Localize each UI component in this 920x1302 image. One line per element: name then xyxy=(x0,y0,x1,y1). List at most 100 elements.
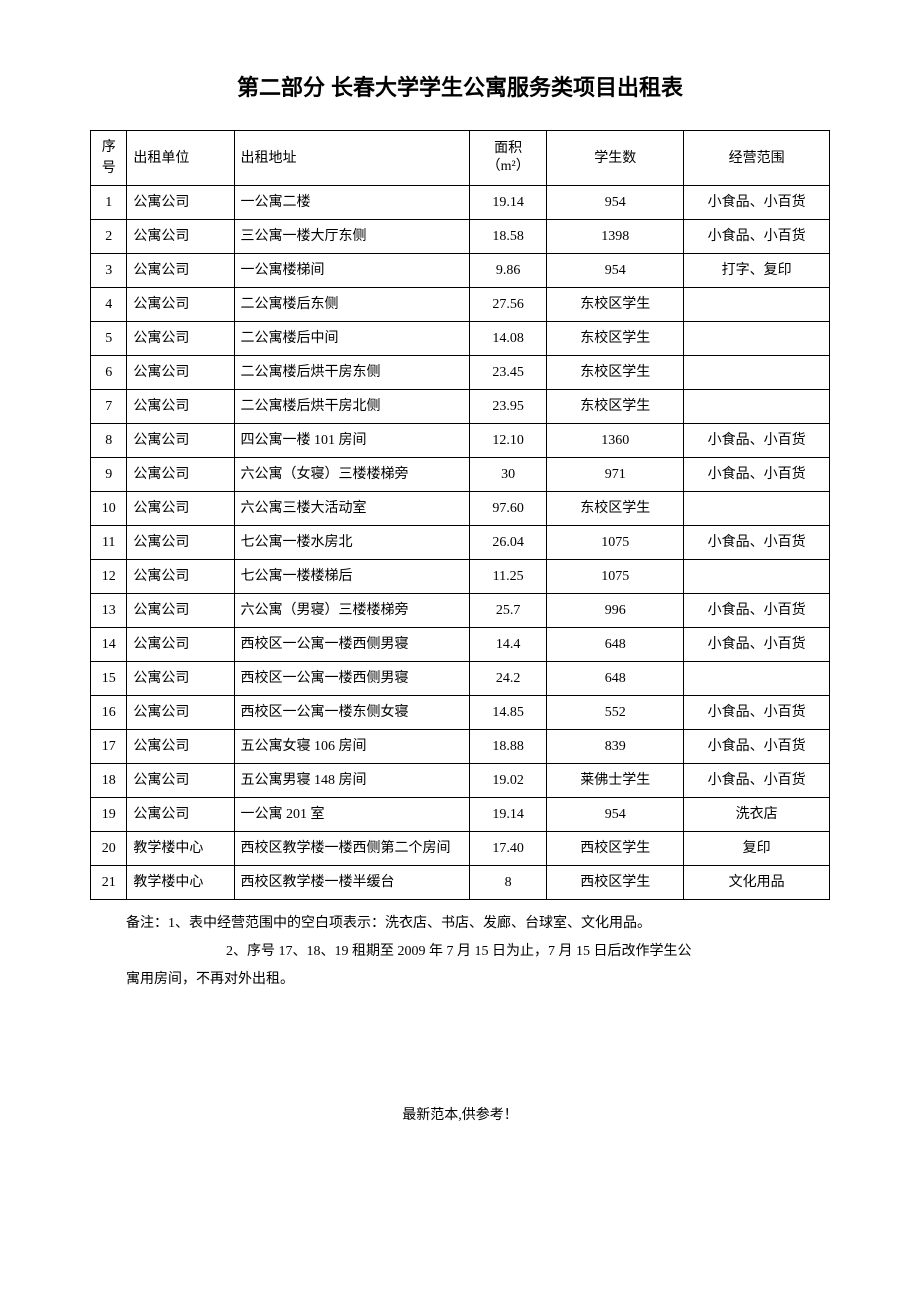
cell-seq: 5 xyxy=(91,322,127,356)
cell-area: 24.2 xyxy=(470,662,547,696)
cell-students: 东校区学生 xyxy=(547,288,684,322)
cell-scope: 小食品、小百货 xyxy=(684,458,830,492)
cell-unit: 公寓公司 xyxy=(127,220,234,254)
cell-unit: 公寓公司 xyxy=(127,560,234,594)
cell-addr: 二公寓楼后东侧 xyxy=(234,288,470,322)
cell-addr: 七公寓一楼水房北 xyxy=(234,526,470,560)
cell-students: 1360 xyxy=(547,424,684,458)
cell-students: 954 xyxy=(547,186,684,220)
cell-scope: 小食品、小百货 xyxy=(684,730,830,764)
cell-unit: 公寓公司 xyxy=(127,696,234,730)
cell-addr: 西校区一公寓一楼西侧男寝 xyxy=(234,628,470,662)
cell-seq: 1 xyxy=(91,186,127,220)
cell-seq: 11 xyxy=(91,526,127,560)
cell-unit: 公寓公司 xyxy=(127,764,234,798)
cell-scope xyxy=(684,662,830,696)
cell-addr: 七公寓一楼楼梯后 xyxy=(234,560,470,594)
cell-area: 27.56 xyxy=(470,288,547,322)
table-row: 4公寓公司二公寓楼后东侧27.56东校区学生 xyxy=(91,288,830,322)
cell-students: 东校区学生 xyxy=(547,356,684,390)
notes-block: 备注：1、表中经营范围中的空白项表示：洗衣店、书店、发廊、台球室、文化用品。 2… xyxy=(90,910,830,994)
table-row: 16公寓公司西校区一公寓一楼东侧女寝14.85552小食品、小百货 xyxy=(91,696,830,730)
cell-area: 19.14 xyxy=(470,186,547,220)
table-row: 18公寓公司五公寓男寝 148 房间19.02莱佛士学生小食品、小百货 xyxy=(91,764,830,798)
note-line-2b: 寓用房间，不再对外出租。 xyxy=(126,966,830,994)
cell-scope xyxy=(684,492,830,526)
note-line-2a: 2、序号 17、18、19 租期至 2009 年 7 月 15 日为止，7 月 … xyxy=(126,938,830,966)
cell-seq: 15 xyxy=(91,662,127,696)
area-header-line2: （m²） xyxy=(474,158,542,176)
cell-area: 14.4 xyxy=(470,628,547,662)
cell-unit: 公寓公司 xyxy=(127,254,234,288)
table-row: 19公寓公司一公寓 201 室19.14954洗衣店 xyxy=(91,798,830,832)
cell-unit: 公寓公司 xyxy=(127,492,234,526)
footer-text: 最新范本,供参考！ xyxy=(90,1104,830,1124)
cell-addr: 西校区教学楼一楼西侧第二个房间 xyxy=(234,832,470,866)
table-row: 8公寓公司四公寓一楼 101 房间12.101360小食品、小百货 xyxy=(91,424,830,458)
cell-students: 648 xyxy=(547,662,684,696)
cell-unit: 公寓公司 xyxy=(127,458,234,492)
col-unit-header: 出租单位 xyxy=(127,131,234,186)
page-title: 第二部分 长春大学学生公寓服务类项目出租表 xyxy=(90,70,830,102)
cell-scope: 小食品、小百货 xyxy=(684,628,830,662)
cell-unit: 教学楼中心 xyxy=(127,832,234,866)
col-addr-header: 出租地址 xyxy=(234,131,470,186)
cell-students: 西校区学生 xyxy=(547,832,684,866)
cell-area: 12.10 xyxy=(470,424,547,458)
cell-addr: 二公寓楼后中间 xyxy=(234,322,470,356)
table-row: 7公寓公司二公寓楼后烘干房北侧23.95东校区学生 xyxy=(91,390,830,424)
cell-seq: 2 xyxy=(91,220,127,254)
cell-scope: 小食品、小百货 xyxy=(684,696,830,730)
area-header-line1: 面积 xyxy=(474,140,542,158)
cell-students: 552 xyxy=(547,696,684,730)
cell-addr: 二公寓楼后烘干房北侧 xyxy=(234,390,470,424)
cell-students: 996 xyxy=(547,594,684,628)
cell-scope: 文化用品 xyxy=(684,866,830,900)
table-row: 5公寓公司二公寓楼后中间14.08东校区学生 xyxy=(91,322,830,356)
cell-area: 23.95 xyxy=(470,390,547,424)
cell-unit: 公寓公司 xyxy=(127,594,234,628)
cell-addr: 五公寓女寝 106 房间 xyxy=(234,730,470,764)
cell-addr: 一公寓二楼 xyxy=(234,186,470,220)
table-header-row: 序号 出租单位 出租地址 面积 （m²） 学生数 经营范围 xyxy=(91,131,830,186)
cell-scope xyxy=(684,560,830,594)
table-row: 10公寓公司六公寓三楼大活动室97.60东校区学生 xyxy=(91,492,830,526)
cell-students: 东校区学生 xyxy=(547,322,684,356)
cell-seq: 10 xyxy=(91,492,127,526)
cell-area: 14.85 xyxy=(470,696,547,730)
cell-scope xyxy=(684,288,830,322)
cell-unit: 公寓公司 xyxy=(127,186,234,220)
cell-scope: 小食品、小百货 xyxy=(684,526,830,560)
cell-seq: 18 xyxy=(91,764,127,798)
cell-addr: 二公寓楼后烘干房东侧 xyxy=(234,356,470,390)
cell-unit: 公寓公司 xyxy=(127,322,234,356)
table-row: 11公寓公司七公寓一楼水房北26.041075小食品、小百货 xyxy=(91,526,830,560)
cell-students: 1075 xyxy=(547,560,684,594)
cell-seq: 12 xyxy=(91,560,127,594)
cell-seq: 14 xyxy=(91,628,127,662)
cell-students: 1398 xyxy=(547,220,684,254)
cell-area: 14.08 xyxy=(470,322,547,356)
cell-seq: 7 xyxy=(91,390,127,424)
cell-scope: 复印 xyxy=(684,832,830,866)
cell-students: 839 xyxy=(547,730,684,764)
cell-area: 9.86 xyxy=(470,254,547,288)
table-row: 13公寓公司六公寓（男寝）三楼楼梯旁25.7996小食品、小百货 xyxy=(91,594,830,628)
cell-seq: 16 xyxy=(91,696,127,730)
col-scope-header: 经营范围 xyxy=(684,131,830,186)
table-row: 15公寓公司西校区一公寓一楼西侧男寝24.2648 xyxy=(91,662,830,696)
note-line-1: 备注：1、表中经营范围中的空白项表示：洗衣店、书店、发廊、台球室、文化用品。 xyxy=(126,910,830,938)
cell-seq: 9 xyxy=(91,458,127,492)
table-row: 2公寓公司三公寓一楼大厅东侧18.581398小食品、小百货 xyxy=(91,220,830,254)
cell-scope: 洗衣店 xyxy=(684,798,830,832)
cell-area: 17.40 xyxy=(470,832,547,866)
col-seq-header: 序号 xyxy=(91,131,127,186)
cell-unit: 公寓公司 xyxy=(127,798,234,832)
cell-scope: 小食品、小百货 xyxy=(684,594,830,628)
cell-scope xyxy=(684,322,830,356)
cell-unit: 公寓公司 xyxy=(127,424,234,458)
table-row: 17公寓公司五公寓女寝 106 房间18.88839小食品、小百货 xyxy=(91,730,830,764)
cell-addr: 三公寓一楼大厅东侧 xyxy=(234,220,470,254)
table-row: 9公寓公司六公寓（女寝）三楼楼梯旁30971小食品、小百货 xyxy=(91,458,830,492)
cell-students: 971 xyxy=(547,458,684,492)
